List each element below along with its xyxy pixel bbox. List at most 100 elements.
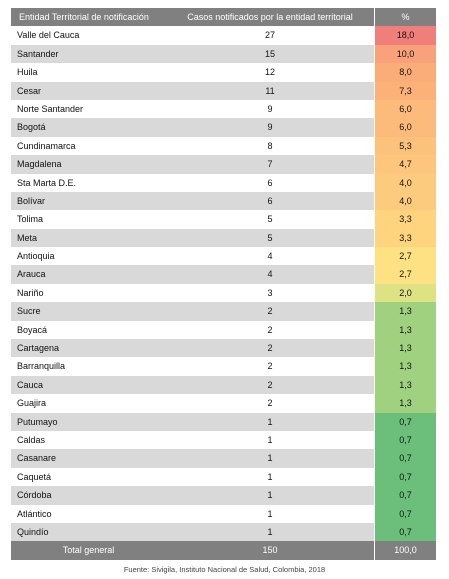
entity-cell: Norte Santander: [17, 103, 84, 114]
table-row: Bogotá 9 6,0: [11, 118, 436, 137]
total-percent: 100,0: [374, 541, 436, 560]
cases-cell: 27: [264, 30, 275, 41]
entity-cell: Magdalena: [17, 159, 62, 170]
entity-cell: Barranquilla: [17, 361, 66, 372]
cases-cell: 12: [264, 67, 275, 78]
table-header: Entidad Territorial de notificación Caso…: [11, 8, 436, 27]
cases-cell: 9: [267, 122, 273, 133]
percent-cell: 0,7: [374, 412, 436, 431]
table-row: Caldas 1 0,7: [11, 430, 436, 450]
entity-cell: Huila: [17, 67, 38, 78]
percent-cell: 0,7: [374, 486, 436, 505]
entity-cell: Caquetá: [17, 471, 52, 482]
percent-cell: 1,3: [374, 357, 436, 376]
percent-cell: 6,0: [374, 99, 436, 119]
percent-cell: 18,0: [374, 26, 436, 45]
percent-cell: 0,7: [374, 504, 436, 523]
entity-cell: Córdoba: [17, 490, 52, 501]
percent-cell: 0,7: [374, 522, 436, 542]
table-row: Caquetá 1 0,7: [11, 467, 436, 487]
table-row: Cesar 11 7,3: [11, 81, 436, 100]
cases-cell: 8: [267, 140, 273, 151]
percent-cell: 4,7: [374, 155, 436, 174]
notification-table: Entidad Territorial de notificación Caso…: [11, 8, 436, 560]
cases-cell: 9: [267, 103, 273, 114]
entity-cell: Putumayo: [17, 416, 58, 427]
table-row: Norte Santander 9 6,0: [11, 99, 436, 119]
cases-cell: 1: [267, 508, 273, 519]
table-row: Arauca 4 2,7: [11, 265, 436, 284]
table-row: Córdoba 1 0,7: [11, 486, 436, 505]
cases-cell: 1: [267, 471, 273, 482]
entity-cell: Atlántico: [17, 508, 52, 519]
percent-cell: 6,0: [374, 118, 436, 137]
percent-cell: 7,3: [374, 81, 436, 100]
cases-cell: 1: [267, 526, 273, 537]
table-row: Santander 15 10,0: [11, 44, 436, 64]
percent-cell: 1,3: [374, 302, 436, 321]
entity-cell: Valle del Cauca: [17, 30, 80, 41]
table-body: Valle del Cauca 27 18,0 Santander 15 10,0 Huil…: [11, 26, 436, 542]
percent-cell: 4,0: [374, 173, 436, 192]
table-row: Quindío 1 0,7: [11, 522, 436, 542]
entity-cell: Arauca: [17, 269, 46, 280]
entity-cell: Cundinamarca: [17, 140, 76, 151]
table-row: Atlántico 1 0,7: [11, 504, 436, 523]
percent-cell: 1,3: [374, 320, 436, 340]
cases-cell: 2: [267, 306, 273, 317]
cases-cell: 11: [265, 85, 275, 96]
cases-cell: 6: [267, 177, 273, 188]
table-row: Boyacá 2 1,3: [11, 320, 436, 340]
header-cases: Casos notificados por la entidad territo…: [187, 12, 353, 22]
entity-cell: Bogotá: [17, 122, 46, 133]
cases-cell: 1: [267, 416, 273, 427]
entity-cell: Caldas: [17, 434, 46, 445]
percent-cell: 1,3: [374, 339, 436, 358]
table-total-row: Total general 150 100,0: [11, 541, 436, 560]
source-caption: Fuente: Sivigila, Instituto Nacional de …: [123, 565, 326, 574]
table-row: Barranquilla 2 1,3: [11, 357, 436, 376]
entity-cell: Sucre: [17, 306, 41, 317]
cases-cell: 2: [267, 324, 273, 335]
entity-cell: Boyacá: [17, 324, 48, 335]
entity-cell: Nariño: [17, 287, 44, 298]
table-row: Magdalena 7 4,7: [11, 155, 436, 174]
percent-cell: 3,3: [374, 228, 436, 248]
table-row: Casanare 1 0,7: [11, 449, 436, 468]
cases-cell: 1: [267, 434, 273, 445]
cases-cell: 2: [267, 361, 273, 372]
table-row: Bolívar 6 4,0: [11, 191, 436, 211]
entity-cell: Cauca: [17, 379, 44, 390]
table-row: Cundinamarca 8 5,3: [11, 136, 436, 156]
cases-cell: 4: [267, 251, 273, 262]
cases-cell: 4: [267, 269, 273, 280]
percent-cell: 8,0: [374, 63, 436, 82]
entity-cell: Cartagena: [17, 343, 60, 354]
table-row: Cauca 2 1,3: [11, 375, 436, 395]
percent-cell: 1,3: [374, 394, 436, 413]
cases-cell: 2: [267, 379, 273, 390]
cases-cell: 5: [267, 214, 273, 225]
cases-cell: 2: [267, 343, 273, 354]
percent-cell: 2,7: [374, 247, 436, 266]
percent-cell: 0,7: [374, 449, 436, 468]
percent-cell: 4,0: [374, 191, 436, 211]
table-row: Cartagena 2 1,3: [11, 339, 436, 358]
percent-cell: 5,3: [374, 136, 436, 156]
percent-cell: 3,3: [374, 210, 436, 229]
total-label: Total general: [62, 545, 115, 556]
percent-cell: 1,3: [374, 375, 436, 395]
total-cases: 150: [262, 545, 278, 556]
cases-cell: 15: [264, 48, 275, 59]
cases-cell: 1: [267, 453, 273, 464]
table-row: Valle del Cauca 27 18,0: [11, 26, 436, 45]
table-row: Guajira 2 1,3: [11, 394, 436, 413]
header-entity: Entidad Territorial de notificación: [19, 12, 149, 22]
table-row: Tolima 5 3,3: [11, 210, 436, 229]
table-row: Putumayo 1 0,7: [11, 412, 436, 431]
table-row: Antioquia 4 2,7: [11, 247, 436, 266]
percent-cell: 2,0: [374, 283, 436, 303]
entity-cell: Meta: [17, 232, 38, 243]
cases-cell: 2: [267, 398, 273, 409]
entity-cell: Sta Marta D.E.: [17, 177, 77, 188]
